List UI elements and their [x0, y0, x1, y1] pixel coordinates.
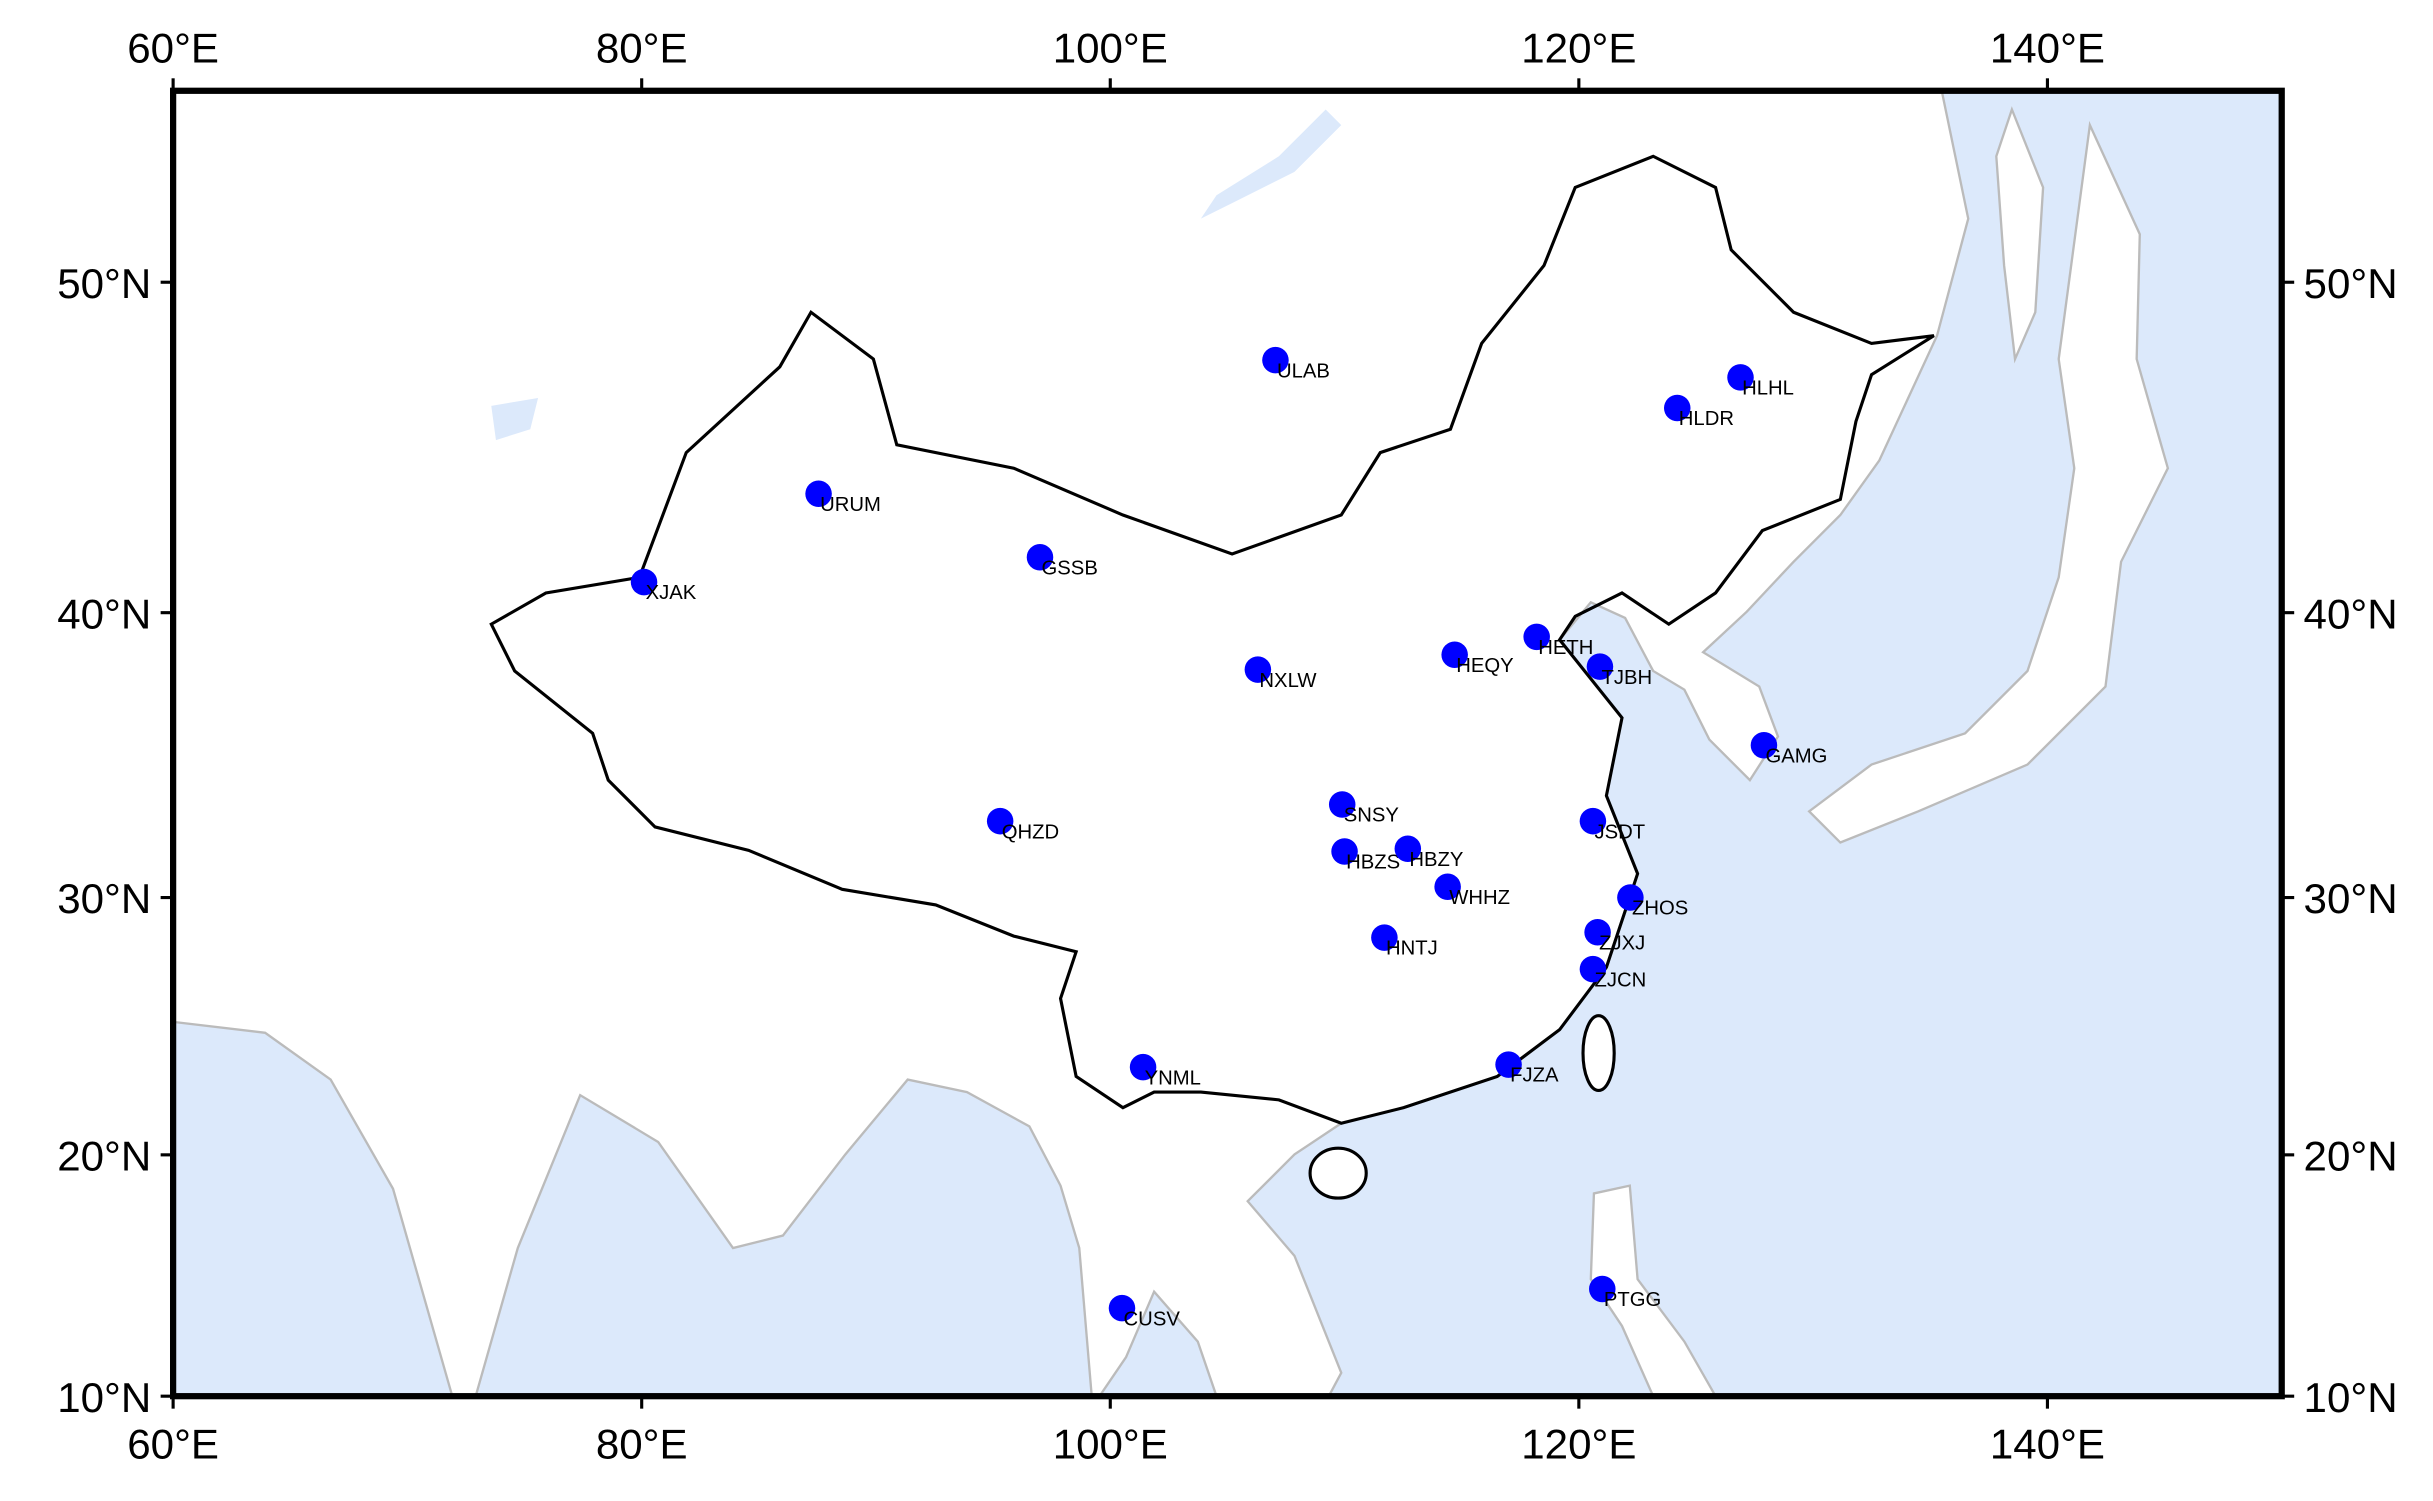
station-label: CUSV [1124, 1308, 1181, 1330]
y-tick-label: 30°N [57, 875, 151, 922]
station [1371, 924, 1398, 951]
station-label: HNTJ [1386, 938, 1438, 960]
x-tick-label: 60°E [127, 1421, 219, 1468]
station [1108, 1294, 1136, 1322]
lake [491, 398, 539, 441]
station-label: URUM [820, 494, 881, 516]
station [1589, 1275, 1616, 1303]
land [173, 90, 1970, 1397]
station [1523, 623, 1550, 651]
x-tick-label: 120°E [1521, 1421, 1636, 1468]
station [1331, 838, 1358, 865]
station-label: NXLW [1259, 670, 1317, 692]
station-label: HLHL [1742, 378, 1794, 400]
land-group [173, 90, 2170, 1397]
station-label: TJBH [1601, 667, 1652, 689]
station [1026, 543, 1054, 571]
station-label: GSSB [1042, 557, 1098, 579]
station [1663, 394, 1691, 422]
x-tick-label: 80°E [596, 25, 688, 72]
station [630, 568, 658, 596]
station [805, 480, 832, 508]
station [1434, 873, 1461, 901]
hainan [1308, 1146, 1368, 1200]
japan [1807, 120, 2170, 844]
lake [1200, 109, 1342, 219]
station [1584, 919, 1611, 946]
station-label: QHZD [1002, 821, 1059, 843]
x-tick-label: 140°E [1990, 25, 2105, 72]
station-label: JSDT [1594, 821, 1645, 843]
station-label: HBZY [1409, 849, 1464, 871]
station-label: XJAK [646, 582, 697, 604]
station [1262, 346, 1289, 374]
station-label: ZHOS [1632, 898, 1688, 920]
sakhalin [1995, 106, 2045, 364]
station-label: FJZA [1510, 1065, 1559, 1087]
y-tick-label: 40°N [57, 590, 151, 637]
station-label: ZJCN [1594, 969, 1646, 991]
x-tick-label: 60°E [127, 25, 219, 72]
taiwan [1581, 1014, 1616, 1093]
station [1727, 364, 1754, 391]
x-tick-label: 120°E [1521, 25, 1636, 72]
station-label: HETH [1538, 637, 1593, 659]
y-tick-label: 50°N [2304, 260, 2398, 307]
station [1441, 641, 1468, 669]
station-label: ZJXJ [1599, 932, 1645, 954]
station-label: SNSY [1344, 805, 1400, 827]
station [1129, 1053, 1157, 1081]
x-tick-label: 100°E [1053, 25, 1168, 72]
x-tick-label: 140°E [1990, 1421, 2105, 1468]
station-label: GAMG [1765, 745, 1827, 767]
station [1586, 653, 1614, 680]
station [986, 807, 1014, 835]
station-label: HLDR [1679, 408, 1734, 430]
station [1394, 835, 1422, 862]
station-label: WHHZ [1449, 887, 1510, 909]
y-tick-label: 10°N [2304, 1374, 2398, 1421]
station [1495, 1051, 1522, 1078]
y-tick-label: 20°N [57, 1132, 151, 1179]
station-label: PTGG [1604, 1289, 1661, 1311]
map-frame [169, 87, 2285, 1400]
y-tick-label: 10°N [57, 1374, 151, 1421]
x-tick-label: 100°E [1053, 1421, 1168, 1468]
station [1579, 955, 1607, 983]
x-tick-label: 80°E [596, 1421, 688, 1468]
y-tick-label: 30°N [2304, 875, 2398, 922]
station [1750, 731, 1778, 759]
station-label: HEQY [1456, 655, 1514, 677]
station [1244, 656, 1272, 683]
y-tick-label: 40°N [2304, 590, 2398, 637]
y-tick-label: 50°N [57, 260, 151, 307]
station-label: HBZS [1346, 852, 1400, 874]
station-label: YNML [1145, 1067, 1201, 1089]
station-label: ULAB [1277, 360, 1330, 382]
station [1328, 791, 1356, 818]
china-border [489, 154, 1935, 1125]
station [1617, 884, 1644, 911]
station [1579, 807, 1607, 835]
frame [169, 87, 2285, 1400]
y-tick-label: 20°N [2304, 1132, 2398, 1179]
